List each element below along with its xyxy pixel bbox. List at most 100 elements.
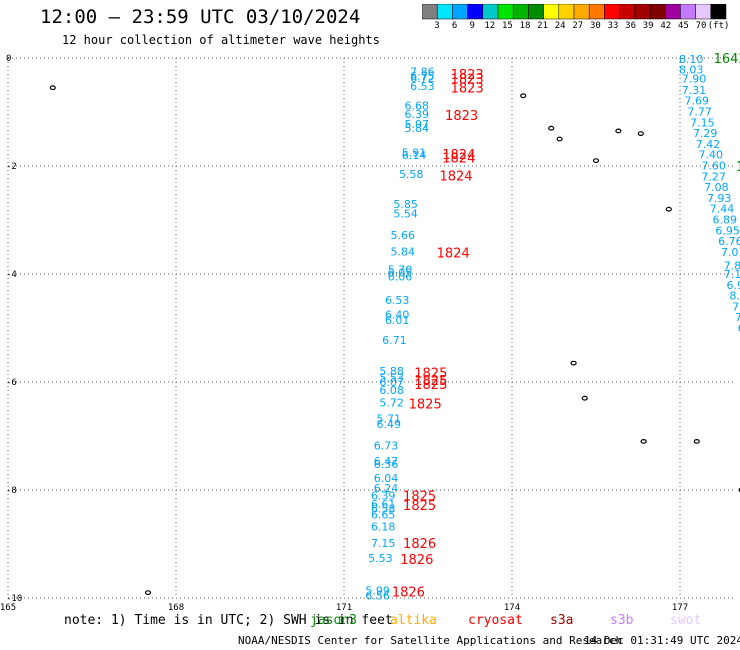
wave-height-label: 6.08 — [379, 384, 404, 397]
wave-height-label: 5.88 — [379, 365, 404, 378]
legend-item-altika: altika — [390, 613, 437, 628]
legend-item-jason3: jason3 — [310, 613, 357, 628]
y-tick-label: -10 — [6, 594, 22, 604]
wave-height-label: 7.77 — [687, 105, 712, 118]
wave-height-label: 7.15 — [724, 268, 740, 281]
pass-time-label: 1826 — [400, 553, 433, 568]
pass-time-label: 1824 — [437, 246, 470, 261]
pass-time-label: 1825 — [403, 489, 436, 504]
wave-height-label: 6.24 — [374, 482, 399, 495]
legend-item-s3a: s3a — [550, 613, 574, 628]
pass-time-label: 1825 — [414, 366, 447, 381]
island-shape — [665, 206, 672, 212]
x-tick-label: 168 — [168, 603, 184, 613]
wave-height-label: 7.27 — [735, 311, 740, 324]
wave-height-label: 6.65 — [371, 508, 396, 521]
wave-height-label: 6.53 — [385, 294, 410, 307]
pass-time-label: 1826 — [392, 586, 425, 601]
wave-height-label: 6.97 — [727, 279, 740, 292]
wave-height-label: 6.89 — [713, 213, 738, 226]
wave-height-label: 6.18 — [371, 521, 396, 534]
color-scale-label: 6 — [451, 21, 458, 31]
island-shape — [738, 487, 740, 493]
wave-height-label: 6.06 — [388, 271, 413, 284]
wave-height-label: 6.05 — [388, 266, 413, 279]
island-shape — [615, 128, 622, 134]
wave-height-label: 7.31 — [682, 84, 707, 97]
wave-height-label: 5.53 — [368, 552, 393, 565]
wave-height-label: 7.90 — [682, 73, 707, 86]
wave-height-label: 7.86 — [410, 66, 435, 79]
color-scale-label: 21 — [537, 21, 549, 31]
wave-height-label: 6.53 — [410, 80, 435, 93]
pass-time-label: 1823 — [451, 82, 484, 97]
wave-height-label: 5.58 — [399, 168, 424, 181]
island-shape — [637, 131, 644, 137]
color-scale-label: 42 — [660, 21, 672, 31]
wave-height-label: 7.78 — [732, 300, 740, 313]
wave-height-label: 8.10 — [679, 53, 704, 66]
pass-time-label: 1824 — [442, 148, 475, 163]
island-shape — [570, 360, 577, 366]
color-scale-label: 36 — [625, 21, 637, 31]
x-tick-label: 171 — [336, 603, 352, 613]
wave-height-label: 6.04 — [374, 472, 399, 485]
wave-height-label: 6.95 — [715, 224, 740, 237]
wave-height-label: 6.01 — [385, 314, 410, 327]
legend-item-swot: swot — [670, 613, 702, 628]
pass-time-label: 1823 — [445, 109, 478, 124]
pass-time-label: 1824 — [439, 170, 472, 185]
pass-time-label: 1825 — [414, 374, 447, 389]
island-shape — [592, 158, 600, 164]
wave-height-label: 6.76 — [718, 235, 740, 248]
color-scale-label: 27 — [572, 21, 584, 31]
wave-height-label: 7.15 — [690, 116, 715, 129]
wave-height-label: 6.72 — [410, 72, 435, 85]
wave-height-label: 5.99 — [365, 584, 390, 597]
legend-item-cryosat: cryosat — [468, 613, 523, 628]
legend-item-s3b: s3b — [610, 613, 634, 628]
wave-height-label: 6.68 — [405, 100, 430, 113]
wave-height-points: 7.866.756.726.536.686.395.975.845.916.14… — [365, 53, 740, 602]
wave-height-label: 5.91 — [402, 147, 427, 160]
color-scale-label: 45 — [677, 21, 689, 31]
island-shape — [640, 439, 647, 444]
wave-height-label: 6.36 — [374, 458, 399, 471]
wave-height-label: 6.40 — [385, 309, 410, 322]
wave-height-label: 7.83 — [724, 259, 740, 272]
wave-height-label: 6.58 — [371, 502, 396, 515]
color-scale-labels: 3 6 9 12 15 18 21 24 27 30 33 36 39 42 45 70 (ft) — [422, 21, 740, 33]
wave-height-label: 7.69 — [685, 95, 710, 108]
island-shape — [548, 125, 555, 131]
wave-height-label: 6.39 — [405, 108, 430, 121]
color-scale-label: 24 — [554, 21, 566, 31]
island-shape — [520, 93, 527, 99]
wave-height-label: 8.03 — [679, 63, 704, 76]
wave-height-label: 6.07 — [379, 376, 404, 389]
wave-height-label: 7.93 — [707, 192, 732, 205]
color-scale-label: 30 — [589, 21, 601, 31]
wave-height-label: 5.85 — [393, 198, 418, 211]
wave-height-label: 7.42 — [696, 138, 721, 151]
wave-height-label: 7.60 — [701, 159, 726, 172]
x-tick-label: 177 — [672, 603, 688, 613]
footer-source: NOAA/NESDIS Center for Satellite Applica… — [238, 634, 623, 647]
color-scale-label: 9 — [469, 21, 475, 31]
wave-height-label: 6.72 — [738, 322, 740, 335]
color-scale-label: 12 — [484, 21, 496, 31]
pass-time-label: 1825 — [403, 499, 436, 514]
island-shape — [49, 85, 56, 91]
footer-timestamp: 14 Dec 01:31:49 UTC 2024 — [584, 634, 740, 647]
wave-height-label: 5.71 — [377, 413, 402, 426]
color-scale-label: 39 — [642, 21, 654, 31]
pass-time-label: 1824 — [442, 151, 475, 166]
wave-height-label: 5.54 — [393, 208, 418, 221]
pass-time-label: 1642 — [714, 52, 740, 67]
wave-height-label: 7.01 — [721, 246, 740, 259]
island-shape — [556, 136, 563, 142]
wave-height-label: 7.15 — [371, 537, 396, 550]
color-scale-label: (ft) — [707, 21, 730, 31]
grid-lines — [7, 57, 736, 599]
color-scale-bar — [422, 4, 727, 20]
wave-height-label: 6.73 — [374, 440, 399, 453]
